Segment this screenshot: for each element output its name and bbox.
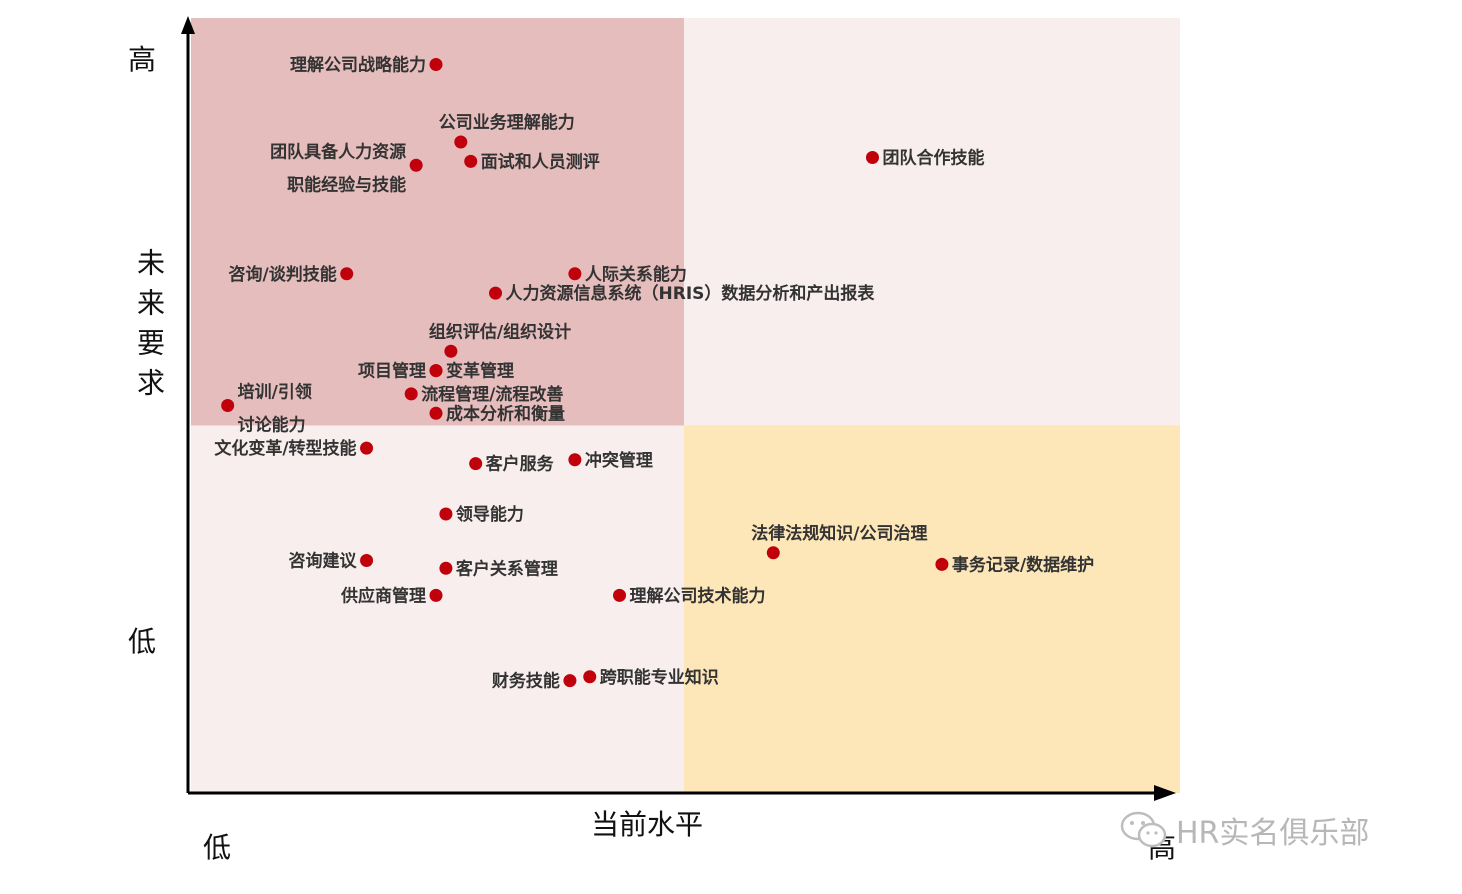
data-point [489,286,503,300]
data-point-label: 咨询/谈判技能 [229,264,337,285]
data-point-label: 跨职能专业知识 [600,667,719,688]
data-point [568,267,582,281]
y-axis-arrow [181,16,195,34]
x-axis-low-label: 低 [203,831,232,864]
data-point-label: 法律法规知识/公司治理 [751,523,927,544]
data-point-label: 供应商管理 [340,585,426,606]
data-point [865,151,879,164]
data-point-label: 事务记录/数据维护 [952,554,1094,575]
data-point [429,588,443,602]
data-point [340,267,354,281]
data-point-label: 项目管理 [358,361,426,382]
x-axis-title: 当前水平 [591,808,704,841]
data-point-label: 理解公司战略能力 [290,55,426,76]
data-point-label: 培训/引领讨论能力 [238,382,312,436]
quadrant-top-right [684,18,1180,426]
data-point-label: 变革管理 [446,361,514,382]
data-point [409,158,423,172]
data-point [469,457,483,471]
data-point [935,557,949,571]
data-point [360,441,374,455]
data-point-label: 文化变革/转型技能 [214,438,356,459]
data-point-label: 面试和人员测评 [481,151,600,172]
data-point-label: 组织评估/组织设计 [429,321,571,342]
y-axis-low-label: 低 [128,625,157,658]
y-axis-high-label: 高 [128,43,157,76]
data-point-label: 理解公司技术能力 [630,585,766,606]
data-point [439,561,453,575]
watermark: HR实名俱乐部 [1120,808,1369,852]
y-axis-title-text: 未来要求 [133,248,166,408]
data-point-label: 人际关系能力 [585,264,687,285]
data-point-label: 冲突管理 [585,450,653,471]
quadrant-bottom-right [684,425,1180,793]
data-point [454,135,468,149]
data-point-label: 成本分析和衡量 [446,403,565,424]
data-point [221,399,235,412]
data-point [429,364,443,378]
data-point [568,453,582,467]
wechat-icon [1120,811,1167,848]
data-point [583,670,597,684]
data-point [613,588,627,602]
data-point-label: 客户关系管理 [455,558,558,579]
data-point-label: 团队具备人力资源职能经验与技能 [270,141,406,195]
y-axis-title: 未来要求 [128,248,166,408]
data-point [766,546,780,560]
data-point [429,58,443,71]
data-point [429,406,443,420]
data-point [464,154,478,168]
watermark-text: HR实名俱乐部 [1176,816,1370,851]
data-point-label: 领导能力 [456,504,524,525]
data-point-label: 团队合作技能 [882,148,984,169]
data-point [439,507,453,521]
x-axis-arrow [1154,785,1176,801]
data-point [563,674,577,688]
data-point [444,344,458,358]
quadrant-top-left [191,18,684,426]
data-point [360,554,374,567]
axes [181,16,1176,801]
quadrant-backgrounds [191,18,1180,793]
data-point-label: 财务技能 [491,671,560,692]
data-point-label: 人力资源信息系统（HRIS）数据分析和产出报表 [506,283,876,304]
data-point-label: 流程管理/流程改善 [421,384,563,405]
data-point [404,387,418,401]
data-point-label: 客户服务 [485,454,555,475]
data-point-label: 公司业务理解能力 [439,112,575,133]
data-point-label: 咨询建议 [289,551,358,572]
quadrant-bottom-left [191,425,684,793]
